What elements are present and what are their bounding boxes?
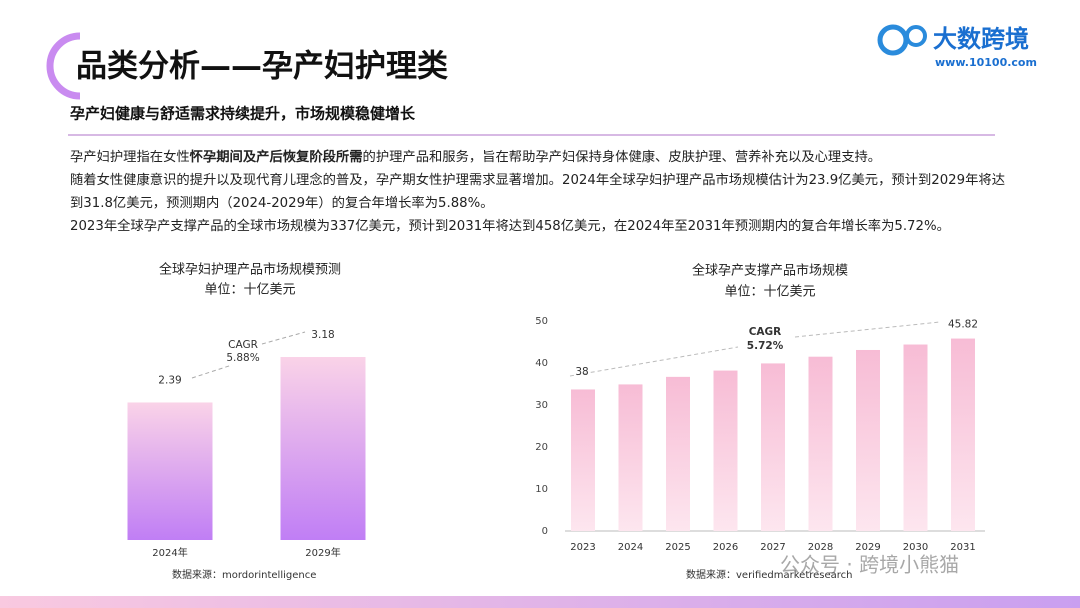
x-tick-label: 2024年 xyxy=(152,546,187,559)
x-tick-label: 2029 xyxy=(855,542,880,553)
y-tick-label: 20 xyxy=(535,442,548,453)
x-tick-label: 2024 xyxy=(618,542,643,553)
value-label: 3.18 xyxy=(311,329,334,341)
source: 数据来源：verifiedmarketresearch xyxy=(686,568,853,581)
y-tick-label: 10 xyxy=(535,484,548,495)
annotation: CAGR xyxy=(749,326,782,338)
subtitle: 孕产妇健康与舒适需求持续提升，市场规模稳健增长 xyxy=(70,105,416,123)
annotation: 5.72% xyxy=(747,340,784,352)
text: 2023年全球孕产支撑产品的全球市场规模为337亿美元，预计到2031年将达到4… xyxy=(70,219,950,234)
bar xyxy=(903,344,928,531)
bar xyxy=(856,349,880,531)
bar xyxy=(761,363,785,531)
watermark: 公众号 · 跨境小熊猫 xyxy=(780,553,959,577)
source: 数据来源：mordorintelligence xyxy=(172,568,316,581)
title-decoration xyxy=(46,32,81,100)
bar xyxy=(666,376,690,531)
y-tick-label: 0 xyxy=(542,526,548,537)
value-label: 45.82 xyxy=(948,319,978,331)
trend-line xyxy=(191,364,233,379)
x-tick-label: 2026 xyxy=(713,542,738,553)
chart-title: 全球孕妇护理产品市场规模预测 xyxy=(159,262,341,278)
x-tick-label: 2023 xyxy=(570,542,595,553)
trend-line xyxy=(794,321,941,338)
annotation: 38 xyxy=(575,366,588,378)
text: 的护理产品和服务，旨在帮助孕产妇保持身体健康、皮肤护理、营养补充以及心理支持。 xyxy=(362,150,882,165)
text: 随着女性健康意识的提升以及现代育儿理念的普及，孕产期女性护理需求显著增加。202… xyxy=(70,173,1005,211)
logo-mark xyxy=(905,25,927,47)
value-label: 2.39 xyxy=(158,374,181,386)
bar xyxy=(618,384,643,531)
trend-line xyxy=(261,331,306,345)
bar xyxy=(713,370,738,531)
x-tick-label: 2031 xyxy=(950,542,975,553)
chart-title: 全球孕产支撑产品市场规模 xyxy=(692,263,848,279)
body-text: 孕产妇护理指在女性怀孕期间及产后恢复阶段所需的护理产品和服务，旨在帮助孕产妇保持… xyxy=(70,146,1015,238)
chart-subtitle: 单位：十亿美元 xyxy=(204,283,295,298)
trend-line xyxy=(569,346,739,377)
x-tick-label: 2025 xyxy=(665,542,690,553)
logo-mark xyxy=(877,24,909,56)
bar xyxy=(280,357,366,540)
title: 品类分析——孕产妇护理类 xyxy=(76,49,448,85)
y-tick-label: 30 xyxy=(535,400,548,411)
x-tick-label: 2028 xyxy=(808,542,833,553)
bar xyxy=(808,356,833,531)
x-tick-label: 2029年 xyxy=(305,546,340,559)
bottom-strip xyxy=(0,596,1080,608)
bold-text: 怀孕期间及产后恢复阶段所需 xyxy=(189,150,363,165)
y-tick-label: 50 xyxy=(535,316,548,327)
x-tick-label: 2027 xyxy=(760,542,785,553)
y-tick-label: 40 xyxy=(535,358,548,369)
bar xyxy=(571,389,595,531)
text: 孕产妇护理指在女性 xyxy=(70,150,190,165)
chart-subtitle: 单位：十亿美元 xyxy=(724,285,815,300)
annotation: 5.88% xyxy=(226,352,259,364)
paragraph: 2023年全球孕产支撑产品的全球市场规模为337亿美元，预计到2031年将达到4… xyxy=(70,215,1015,238)
annotation: CAGR xyxy=(228,339,258,351)
bar xyxy=(951,338,975,531)
paragraph: 孕产妇护理指在女性怀孕期间及产后恢复阶段所需的护理产品和服务，旨在帮助孕产妇保持… xyxy=(70,146,1015,169)
x-tick-label: 2030 xyxy=(903,542,928,553)
paragraph: 随着女性健康意识的提升以及现代育儿理念的普及，孕产期女性护理需求显著增加。202… xyxy=(70,169,1015,215)
bar xyxy=(127,402,213,540)
logo-text: 大数跨境 xyxy=(933,25,1029,53)
logo-url: www.10100.com xyxy=(935,56,1037,69)
